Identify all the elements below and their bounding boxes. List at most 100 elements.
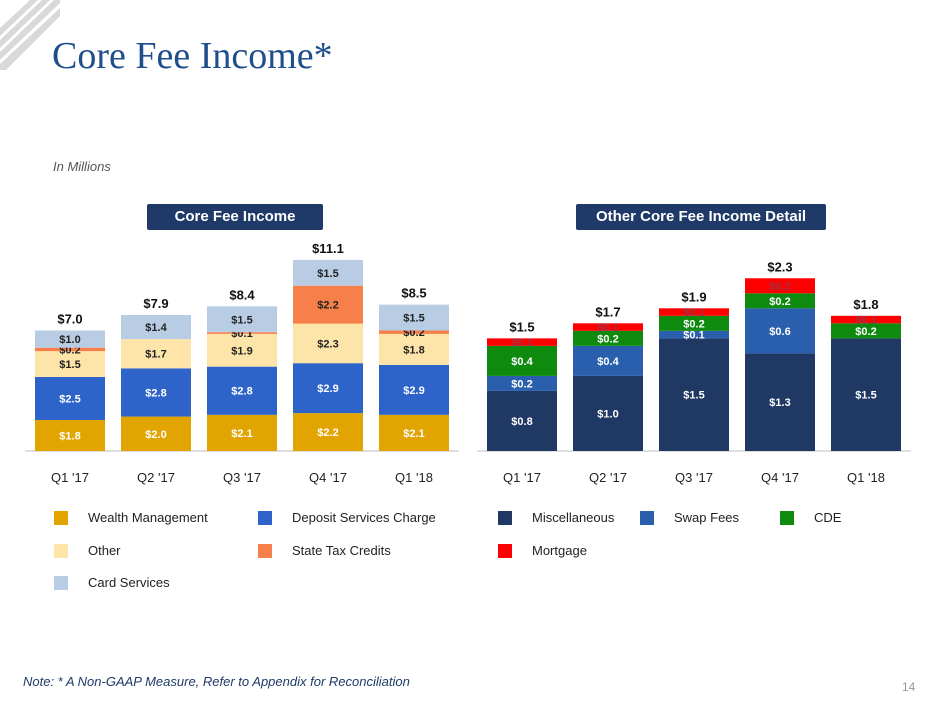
chart1-total-label: $7.9 <box>143 296 168 311</box>
chart1-bar-segment <box>35 347 105 352</box>
footnote: Note: * A Non-GAAP Measure, Refer to App… <box>23 674 410 689</box>
legend-label: State Tax Credits <box>292 543 391 558</box>
chart2-segment-label: $1.3 <box>769 397 790 409</box>
chart1-bar-segment <box>121 416 191 451</box>
chart1-bar-segment <box>379 364 449 415</box>
chart2-segment-label: $0.6 <box>769 326 790 338</box>
chart2-bar-segment <box>573 375 643 451</box>
legend-label: Miscellaneous <box>532 510 615 525</box>
chart2-total-label: $1.5 <box>509 319 534 334</box>
chart1-bar-segment <box>293 285 363 324</box>
chart2-segment-label: $0.1 <box>597 322 618 334</box>
chart1-bar-segment <box>35 351 105 377</box>
chart1-bar-segment <box>121 314 191 340</box>
chart1-bar-segment <box>293 259 363 286</box>
chart1-category-label: Q2 '17 <box>137 470 175 485</box>
company-logo <box>0 0 60 70</box>
chart1-bar-segment <box>293 323 363 364</box>
chart1-bar-segment <box>379 304 449 331</box>
chart2-bar-segment <box>745 278 815 294</box>
legend-swatch <box>258 511 272 525</box>
chart1-segment-label: $2.8 <box>145 387 166 399</box>
chart2-segment-label: $0.1 <box>683 307 704 319</box>
chart2-segment-label: $1.5 <box>855 390 876 402</box>
chart2-segment-label: $0.1 <box>855 315 876 327</box>
chart1-bar-segment <box>207 333 277 367</box>
chart1-segment-label: $2.3 <box>317 338 338 350</box>
page-title: Core Fee Income* <box>52 35 333 77</box>
chart1-segment-label: $2.8 <box>231 386 252 398</box>
chart2-total-label: $1.8 <box>853 297 878 312</box>
chart1-bar-segment <box>35 420 105 451</box>
legend-swatch <box>780 511 794 525</box>
chart1-bar-segment <box>35 330 105 348</box>
page-number: 14 <box>902 680 916 694</box>
chart2-bar-segment <box>487 375 557 391</box>
legend-label: Other <box>88 543 121 558</box>
chart1-segment-label: $1.5 <box>231 314 252 326</box>
chart1-segment-label: $1.9 <box>231 345 252 357</box>
chart2-bar-segment <box>745 308 815 354</box>
legend-label: Swap Fees <box>674 510 740 525</box>
chart2-bar-segment <box>659 315 729 331</box>
chart1-segment-label: $1.4 <box>145 322 167 334</box>
chart1-segment-label: $1.5 <box>317 268 338 280</box>
chart2-bar-segment <box>487 345 557 376</box>
chart1-bar-segment <box>379 414 449 451</box>
legend-swatch <box>54 511 68 525</box>
chart2-segment-label: $0.2 <box>769 281 790 293</box>
chart2-bar-segment <box>745 353 815 451</box>
chart1-bar-segment <box>293 413 363 451</box>
chart1-segment-label: $1.5 <box>403 313 424 325</box>
chart2-segment-label: $0.1 <box>683 330 704 342</box>
chart1-segment-label: $2.1 <box>403 428 424 440</box>
chart1-category-label: Q1 '18 <box>395 470 433 485</box>
chart1-total-label: $8.4 <box>229 287 255 302</box>
legend-label: Card Services <box>88 575 170 590</box>
chart1-segment-label: $2.2 <box>317 300 338 312</box>
chart1-bar-segment <box>121 339 191 369</box>
chart1-segment-label: $2.2 <box>317 427 338 439</box>
chart2-total-label: $2.3 <box>767 259 792 274</box>
chart2-category-label: Q3 '17 <box>675 470 713 485</box>
units-subtitle: In Millions <box>53 159 111 174</box>
chart1-bar-segment <box>35 376 105 421</box>
chart2-bar-segment <box>659 330 729 339</box>
chart1-segment-label: $1.8 <box>59 431 80 443</box>
chart2-segment-label: $0.4 <box>597 356 619 368</box>
chart1-title: Core Fee Income <box>147 204 323 230</box>
chart1-segment-label: $1.0 <box>59 334 80 346</box>
chart1-segment-label: $2.9 <box>317 383 338 395</box>
chart2-segment-label: $0.8 <box>511 416 532 428</box>
chart2-category-label: Q4 '17 <box>761 470 799 485</box>
legend-swatch <box>498 511 512 525</box>
chart2-segment-label: $1.5 <box>683 390 704 402</box>
legend-swatch <box>54 544 68 558</box>
chart2-bar-segment <box>659 308 729 316</box>
chart1-bar-segment <box>379 333 449 365</box>
chart1-segment-label: $2.1 <box>231 428 252 440</box>
legend-swatch <box>54 576 68 590</box>
chart2-title: Other Core Fee Income Detail <box>576 204 826 230</box>
chart2-bar-segment <box>573 323 643 331</box>
legend-swatch <box>498 544 512 558</box>
legend-label: Deposit Services Charge <box>292 510 436 525</box>
legend-label: Wealth Management <box>88 510 208 525</box>
chart1-category-label: Q1 '17 <box>51 470 89 485</box>
chart2-category-label: Q1 '18 <box>847 470 885 485</box>
chart2-bar-segment <box>659 338 729 451</box>
chart2-segment-label: $0.2 <box>683 318 704 330</box>
chart2-segment-label: $0.2 <box>769 296 790 308</box>
chart1-bar-segment <box>207 306 277 333</box>
chart2-category-label: Q2 '17 <box>589 470 627 485</box>
chart2-segment-label: $0.2 <box>855 326 876 338</box>
chart2-total-label: $1.9 <box>681 289 706 304</box>
chart1-bar-segment <box>379 330 449 334</box>
legend-label: Mortgage <box>532 543 587 558</box>
chart2-segment-label: $0.2 <box>597 333 618 345</box>
chart1-segment-label: $2.5 <box>59 393 80 405</box>
chart2-bar-segment <box>487 338 557 346</box>
chart1-bar-segment <box>121 368 191 417</box>
chart2-bar-segment <box>487 390 557 451</box>
